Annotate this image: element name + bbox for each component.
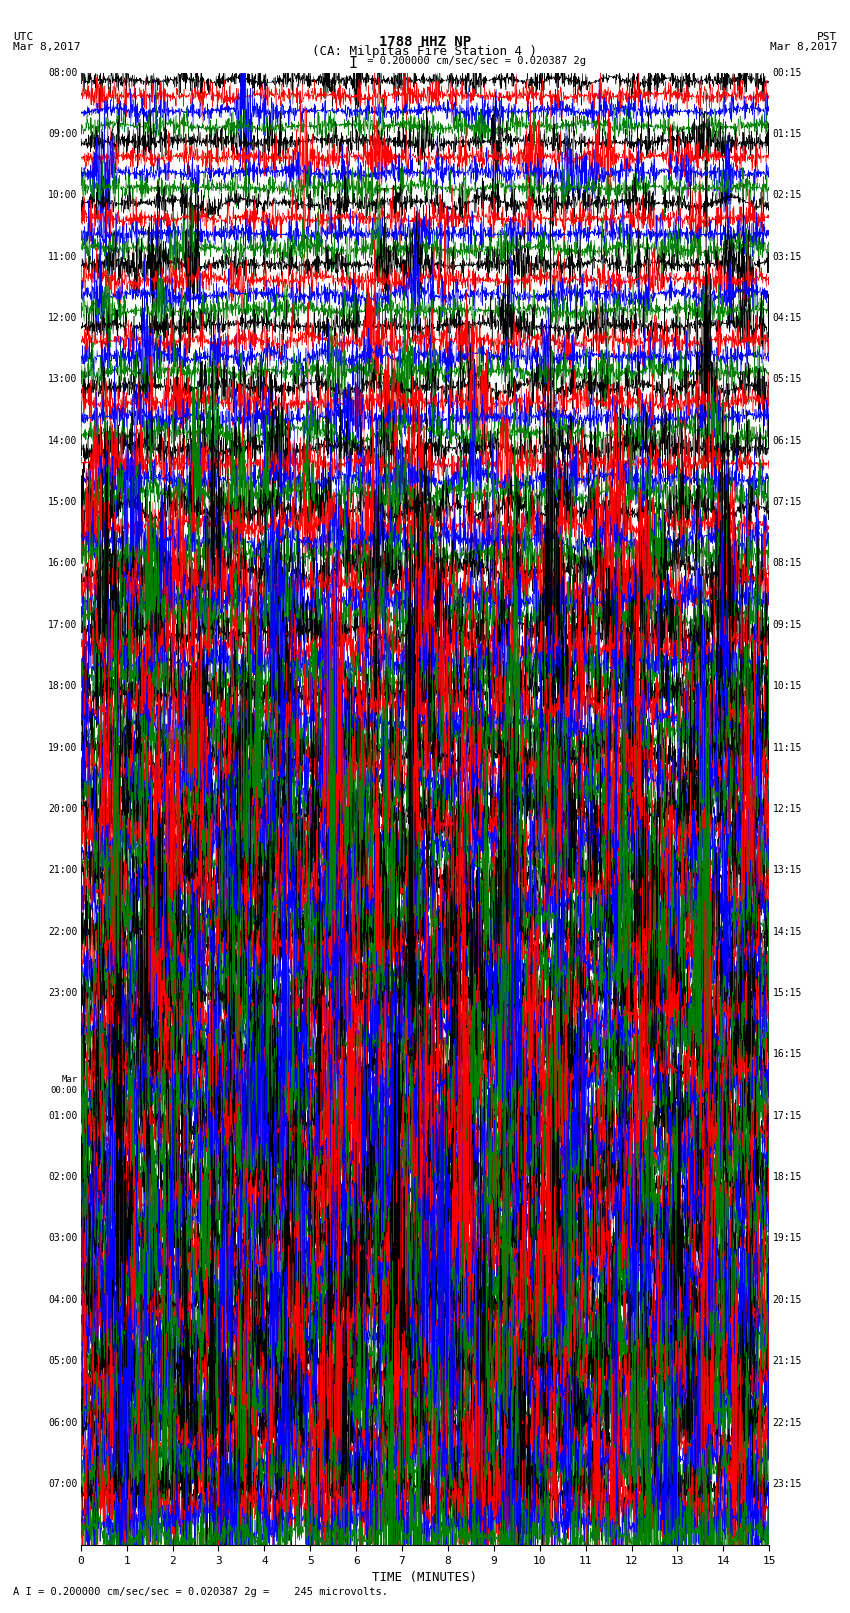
Text: 16:00: 16:00 — [48, 558, 77, 568]
Text: 14:00: 14:00 — [48, 436, 77, 445]
Text: 00:15: 00:15 — [773, 68, 802, 77]
Text: 19:00: 19:00 — [48, 742, 77, 753]
Text: A I = 0.200000 cm/sec/sec = 0.020387 2g =    245 microvolts.: A I = 0.200000 cm/sec/sec = 0.020387 2g … — [13, 1587, 388, 1597]
Text: Mar 8,2017: Mar 8,2017 — [770, 42, 837, 52]
Text: 08:00: 08:00 — [48, 68, 77, 77]
Text: 01:15: 01:15 — [773, 129, 802, 139]
Text: 10:15: 10:15 — [773, 681, 802, 692]
Text: 08:15: 08:15 — [773, 558, 802, 568]
Text: 12:15: 12:15 — [773, 803, 802, 815]
Text: 07:15: 07:15 — [773, 497, 802, 506]
Text: 07:00: 07:00 — [48, 1479, 77, 1489]
Text: 05:00: 05:00 — [48, 1357, 77, 1366]
Text: 1788 HHZ NP: 1788 HHZ NP — [379, 35, 471, 48]
Text: 15:15: 15:15 — [773, 989, 802, 998]
Text: 03:00: 03:00 — [48, 1234, 77, 1244]
Text: 11:00: 11:00 — [48, 252, 77, 261]
Text: Mar 8,2017: Mar 8,2017 — [13, 42, 80, 52]
Text: 15:00: 15:00 — [48, 497, 77, 506]
Text: 17:15: 17:15 — [773, 1111, 802, 1121]
Text: 09:00: 09:00 — [48, 129, 77, 139]
Text: = 0.200000 cm/sec/sec = 0.020387 2g: = 0.200000 cm/sec/sec = 0.020387 2g — [361, 56, 586, 66]
Text: (CA: Milpitas Fire Station 4 ): (CA: Milpitas Fire Station 4 ) — [313, 45, 537, 58]
Text: UTC: UTC — [13, 32, 33, 42]
Text: 18:00: 18:00 — [48, 681, 77, 692]
Text: 23:00: 23:00 — [48, 989, 77, 998]
Text: 11:15: 11:15 — [773, 742, 802, 753]
Text: 23:15: 23:15 — [773, 1479, 802, 1489]
Text: 02:00: 02:00 — [48, 1173, 77, 1182]
Text: 21:00: 21:00 — [48, 865, 77, 876]
Text: 09:15: 09:15 — [773, 619, 802, 629]
Text: 03:15: 03:15 — [773, 252, 802, 261]
Text: 20:15: 20:15 — [773, 1295, 802, 1305]
Text: 17:00: 17:00 — [48, 619, 77, 629]
Text: PST: PST — [817, 32, 837, 42]
Text: 14:15: 14:15 — [773, 926, 802, 937]
Text: 04:15: 04:15 — [773, 313, 802, 323]
Text: 10:00: 10:00 — [48, 190, 77, 200]
Text: 01:00: 01:00 — [48, 1111, 77, 1121]
Text: I: I — [348, 56, 357, 71]
Text: 06:15: 06:15 — [773, 436, 802, 445]
Text: Mar
00:00: Mar 00:00 — [50, 1076, 77, 1095]
Text: 19:15: 19:15 — [773, 1234, 802, 1244]
Text: 04:00: 04:00 — [48, 1295, 77, 1305]
Text: 22:00: 22:00 — [48, 926, 77, 937]
Text: 22:15: 22:15 — [773, 1418, 802, 1428]
Text: 02:15: 02:15 — [773, 190, 802, 200]
Text: 06:00: 06:00 — [48, 1418, 77, 1428]
Text: 18:15: 18:15 — [773, 1173, 802, 1182]
Text: 21:15: 21:15 — [773, 1357, 802, 1366]
Text: 05:15: 05:15 — [773, 374, 802, 384]
Text: 12:00: 12:00 — [48, 313, 77, 323]
Text: 20:00: 20:00 — [48, 803, 77, 815]
Text: 13:00: 13:00 — [48, 374, 77, 384]
Text: 16:15: 16:15 — [773, 1050, 802, 1060]
Text: 13:15: 13:15 — [773, 865, 802, 876]
X-axis label: TIME (MINUTES): TIME (MINUTES) — [372, 1571, 478, 1584]
